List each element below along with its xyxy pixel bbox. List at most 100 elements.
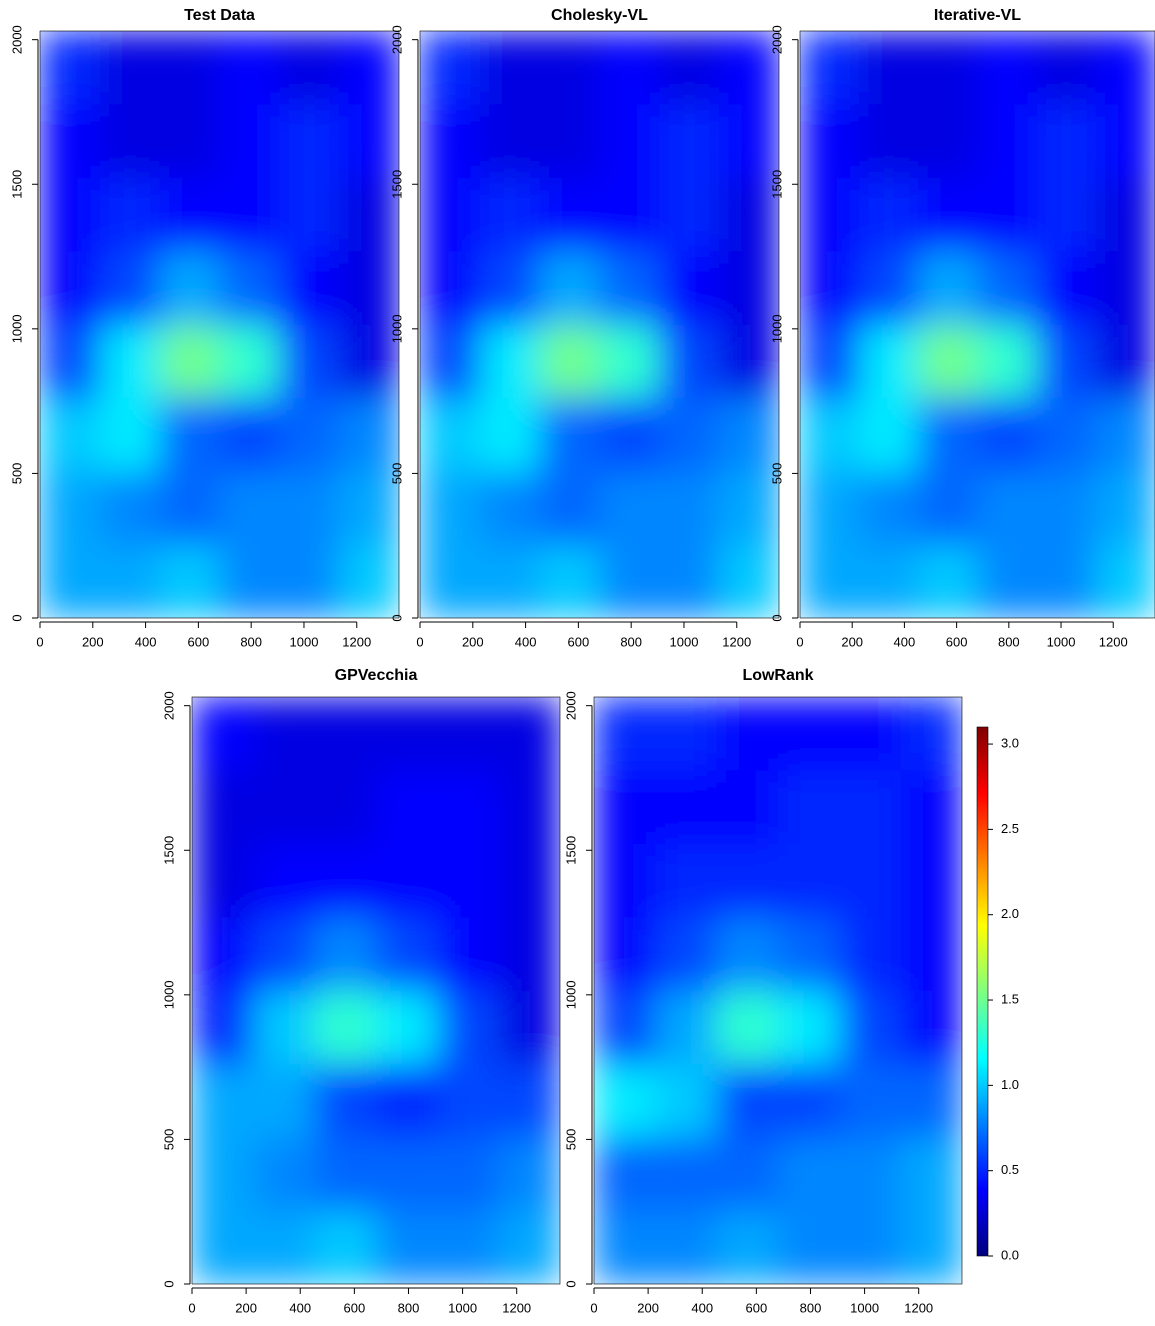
y-tick-label: 0 — [563, 1280, 578, 1287]
heatmap-cell — [99, 544, 161, 618]
heatmap-cell — [655, 916, 718, 991]
x-tick-label: 200 — [637, 1300, 659, 1315]
heatmap-cell — [859, 397, 919, 472]
heatmap-cell — [778, 1063, 840, 1138]
heatmap-cell — [900, 697, 962, 771]
heatmap-cell — [339, 250, 399, 325]
x-tick-label: 600 — [946, 634, 968, 649]
heatmap-cell — [192, 916, 254, 991]
heatmap-cell — [1036, 177, 1097, 252]
heatmap-cell — [376, 916, 438, 991]
heatmap-cell — [800, 31, 860, 105]
x-tick-label: 800 — [620, 634, 642, 649]
heatmap-cell — [594, 1063, 656, 1138]
heatmap-cell — [800, 177, 860, 252]
heatmap-cell — [539, 103, 600, 178]
heatmap-cell — [253, 1137, 316, 1212]
heatmap-cell — [192, 697, 254, 771]
heatmap-cell — [420, 177, 481, 252]
heatmap-cell — [479, 471, 541, 546]
heatmap-cell — [839, 697, 902, 771]
heatmap-cell — [159, 177, 220, 252]
heatmap-cell — [99, 250, 161, 325]
heatmap-cell — [40, 31, 101, 105]
x-tick-label: 1200 — [1099, 634, 1128, 649]
heatmap-cell — [219, 103, 280, 178]
x-tick-label: 600 — [188, 634, 210, 649]
heatmap-cell — [977, 177, 1038, 252]
heatmap-cell — [716, 1210, 779, 1284]
y-tick-label: 0 — [9, 614, 24, 621]
heatmap-cell — [599, 544, 660, 618]
plot-frame — [593, 696, 963, 1285]
heatmap-cell — [1036, 103, 1097, 178]
heatmap-cell — [659, 397, 720, 472]
heatmap-cell — [977, 103, 1038, 178]
heatmap-cell — [279, 250, 340, 325]
x-tick-label: 200 — [462, 634, 484, 649]
colorbar-tick-label: 0.0 — [1001, 1247, 1019, 1262]
x-tick-label: 200 — [82, 634, 104, 649]
heatmap-cell — [192, 1137, 254, 1212]
heatmap-cell — [918, 471, 978, 546]
heatmap-cell — [339, 397, 399, 472]
y-tick-label: 1500 — [9, 170, 24, 199]
x-tick-label: 1000 — [290, 634, 319, 649]
colorbar-tick-label: 3.0 — [1001, 736, 1019, 751]
heatmap-cell — [99, 103, 161, 178]
heatmap-cell — [159, 544, 220, 618]
heatmap-cell — [716, 990, 779, 1065]
heatmap-cell — [437, 1210, 500, 1284]
heatmap-cell — [376, 1137, 438, 1212]
colorbar-tick-label: 1.5 — [1001, 991, 1019, 1006]
heatmap-cell — [716, 916, 779, 991]
heatmap-cell — [594, 1137, 656, 1212]
heatmap-cell — [839, 1063, 902, 1138]
heatmap-cell — [159, 324, 220, 399]
heatmap-cell — [599, 397, 660, 472]
heatmap-cell — [437, 697, 500, 771]
heatmap-cell — [498, 769, 560, 844]
x-tick-label: 0 — [416, 634, 423, 649]
heatmap-cell — [800, 471, 860, 546]
heatmap-cell — [99, 177, 161, 252]
heatmap-cell — [192, 843, 254, 918]
x-tick-label: 400 — [691, 1300, 713, 1315]
y-tick-label: 500 — [9, 463, 24, 485]
heatmap-cell — [719, 471, 779, 546]
x-tick-label: 600 — [746, 1300, 768, 1315]
heatmap-cell — [716, 1137, 779, 1212]
heatmap-cell — [253, 916, 316, 991]
heatmap-cell — [498, 1137, 560, 1212]
x-tick-label: 800 — [398, 1300, 420, 1315]
heatmap-cell — [219, 177, 280, 252]
y-tick-label: 1000 — [161, 980, 176, 1009]
x-tick-label: 1200 — [904, 1300, 933, 1315]
heatmap-cell — [1036, 471, 1097, 546]
heatmap-cell — [859, 250, 919, 325]
y-tick-label: 2000 — [389, 25, 404, 54]
x-tick-label: 800 — [998, 634, 1020, 649]
x-tick-label: 1000 — [670, 634, 699, 649]
heatmap-cell — [253, 843, 316, 918]
heatmap-cell — [253, 697, 316, 771]
heatmap-cell — [594, 843, 656, 918]
heatmap-cell — [479, 31, 541, 105]
heatmap-cell — [659, 324, 720, 399]
x-tick-label: 1000 — [850, 1300, 879, 1315]
y-tick-label: 1000 — [769, 314, 784, 343]
y-tick-label: 2000 — [769, 25, 784, 54]
heatmap-cell — [219, 397, 280, 472]
heatmap-cell — [253, 769, 316, 844]
heatmap-cell — [1095, 544, 1155, 618]
heatmap-cell — [594, 1210, 656, 1284]
heatmap-cell — [859, 31, 919, 105]
heatmap-cell — [253, 1210, 316, 1284]
heatmap-cells — [420, 31, 779, 618]
heatmap-cell — [1036, 324, 1097, 399]
heatmap-cell — [539, 177, 600, 252]
heatmap-cell — [778, 697, 840, 771]
heatmap-cell — [437, 843, 500, 918]
heatmap-cell — [655, 1063, 718, 1138]
x-tick-label: 200 — [235, 1300, 257, 1315]
